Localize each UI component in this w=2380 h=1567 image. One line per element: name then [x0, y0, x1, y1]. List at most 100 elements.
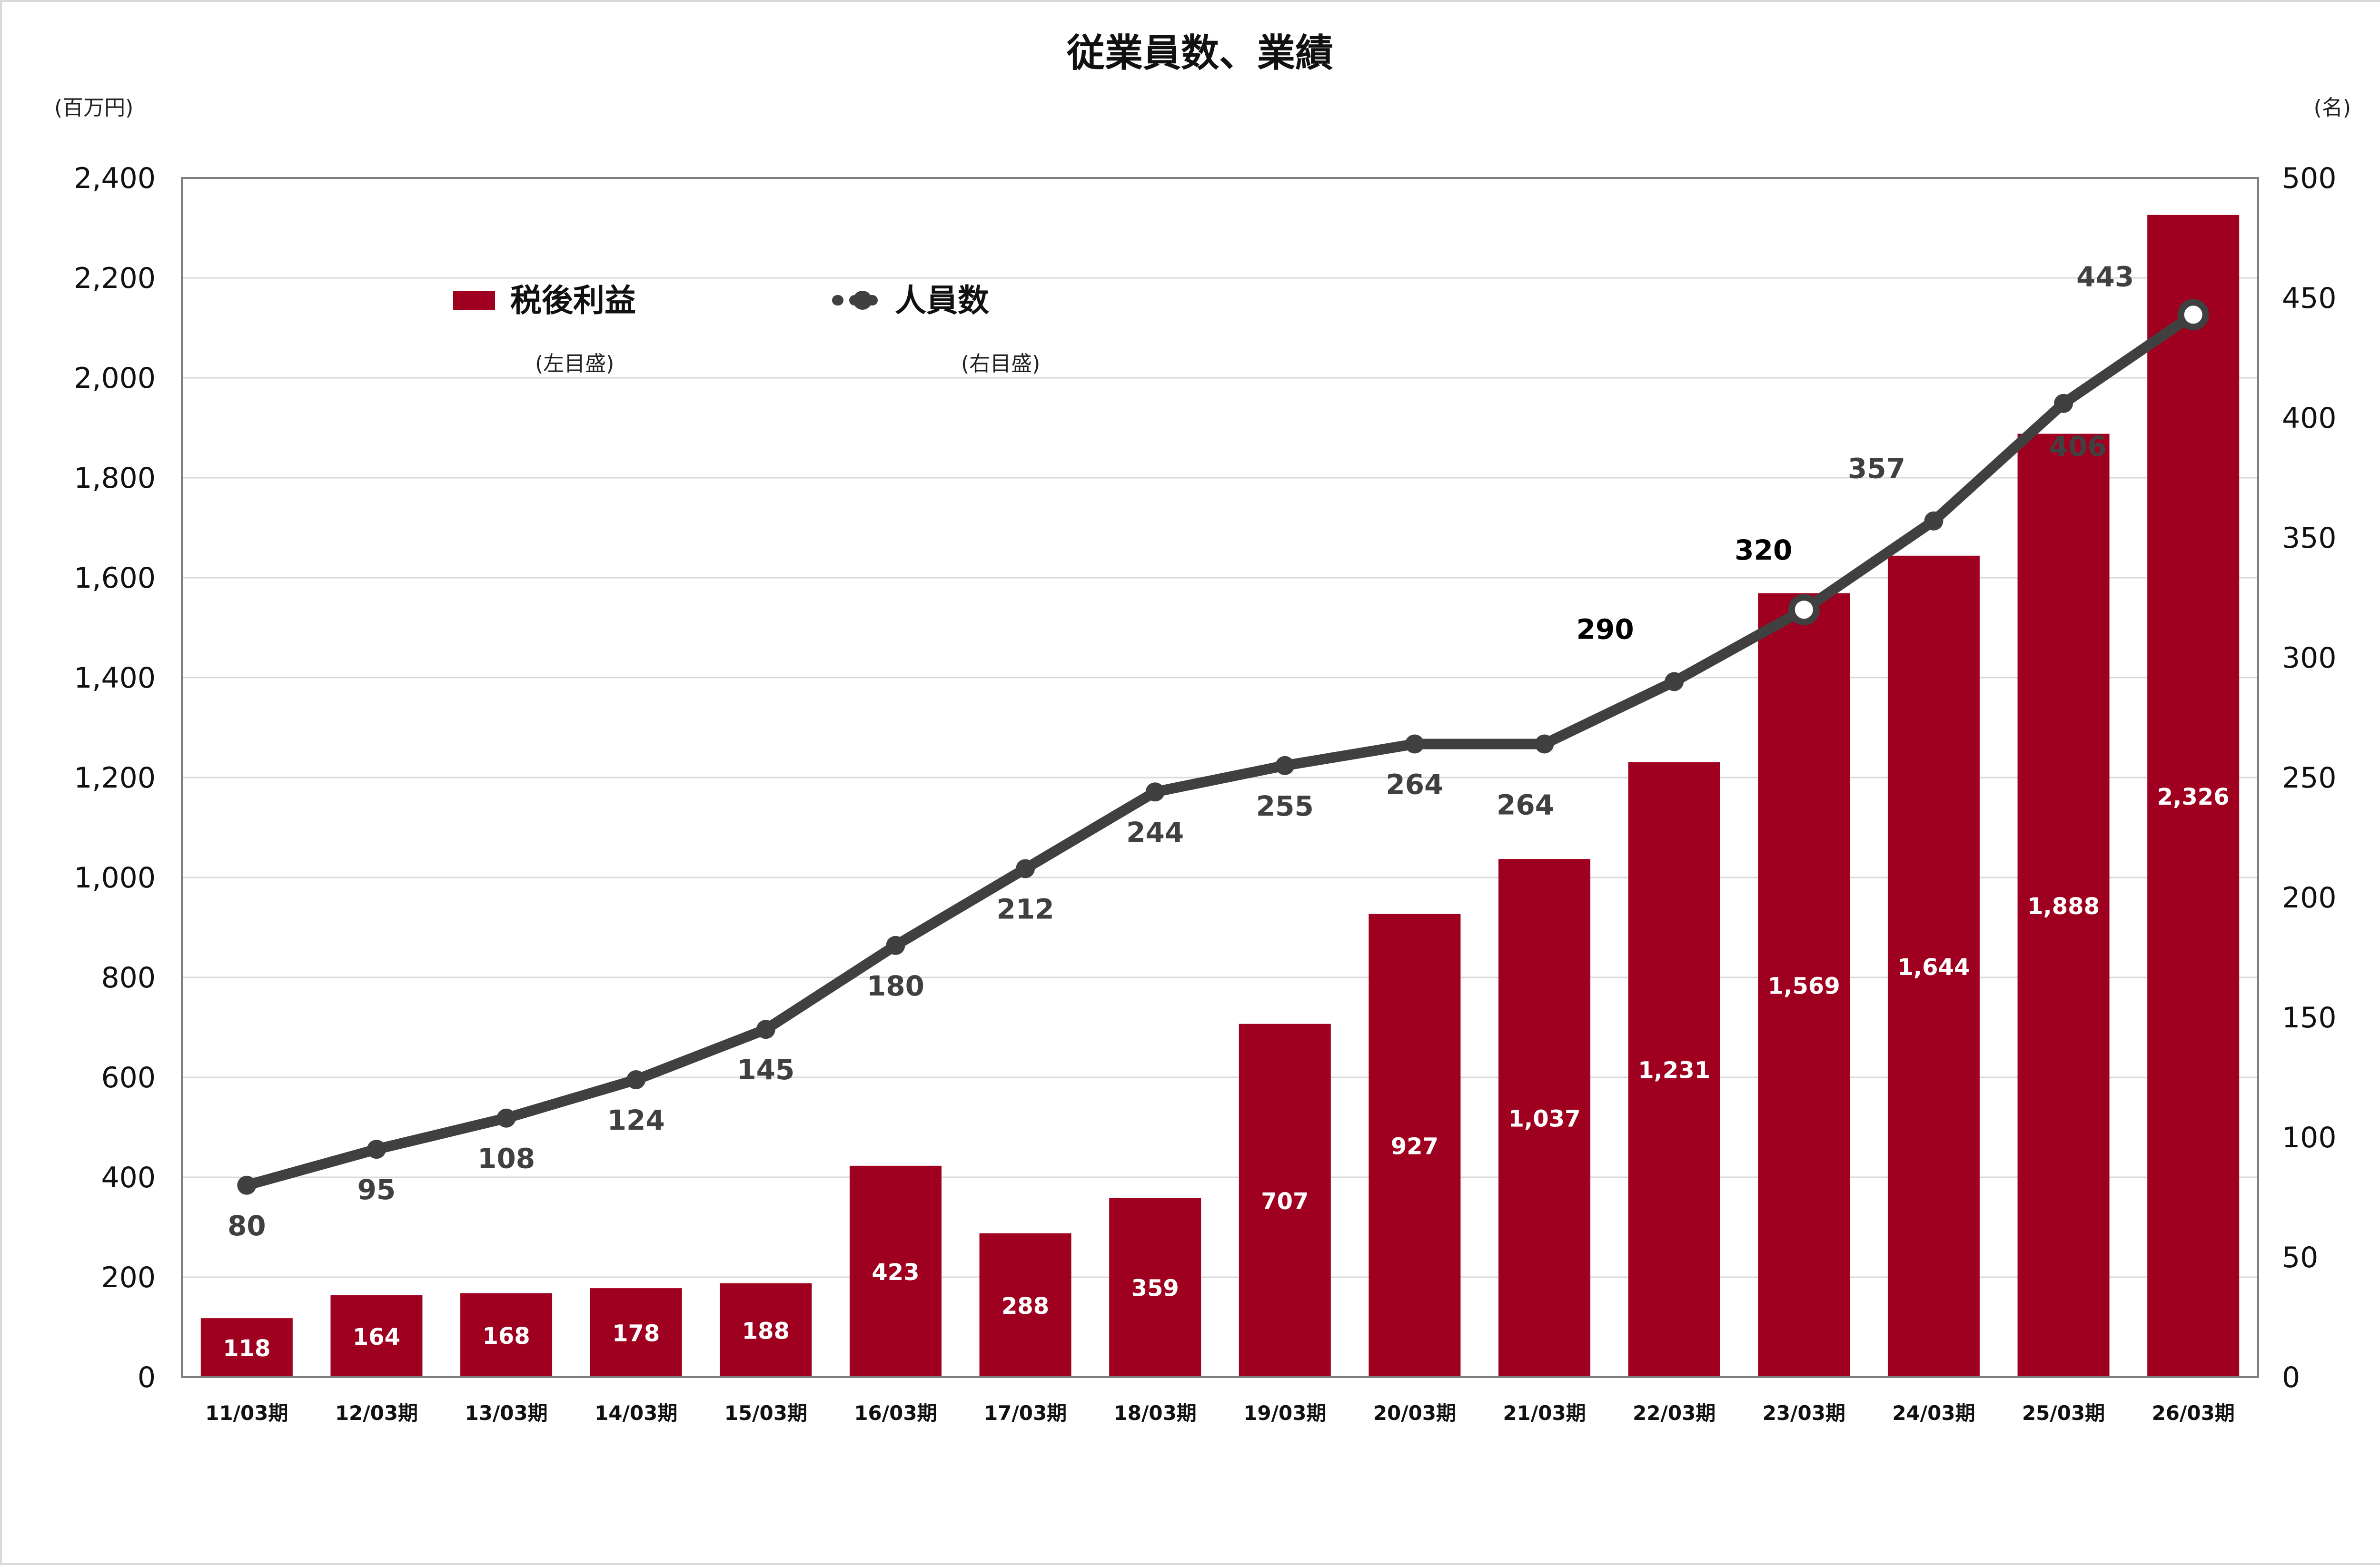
- category-label: 23/03期: [1763, 1401, 1845, 1425]
- category-label: 26/03期: [2152, 1401, 2235, 1425]
- legend-label-bar: 税後利益: [510, 282, 636, 319]
- right-axis-tick-label: 400: [2282, 402, 2337, 435]
- bar-value-label: 1,644: [1898, 954, 1970, 981]
- line-point: [886, 936, 905, 955]
- bar-value-label: 359: [1131, 1275, 1179, 1302]
- bar-value-label: 178: [612, 1321, 660, 1347]
- bar: [1109, 1198, 1201, 1377]
- bar-value-label: 1,569: [1768, 973, 1840, 999]
- left-axis-tick-label: 2,400: [74, 162, 156, 195]
- bar-value-label: 707: [1261, 1188, 1309, 1215]
- left-axis-unit: (百万円): [54, 96, 133, 120]
- right-axis-unit: (名): [2314, 96, 2351, 120]
- category-label: 16/03期: [854, 1401, 937, 1425]
- right-axis-tick-label: 500: [2282, 162, 2337, 195]
- category-label: 19/03期: [1243, 1401, 1326, 1425]
- bar-value-label: 188: [742, 1318, 790, 1344]
- bar-value-label: 423: [872, 1259, 919, 1286]
- right-axis-tick-label: 0: [2282, 1361, 2300, 1394]
- line-value-label: 244: [1126, 816, 1184, 848]
- left-axis-tick-label: 1,600: [74, 562, 156, 595]
- category-label: 17/03期: [984, 1401, 1067, 1425]
- category-label: 22/03期: [1633, 1401, 1716, 1425]
- left-axis-tick-label: 1,000: [74, 861, 156, 895]
- bar-value-label: 288: [1002, 1293, 1049, 1320]
- bar: [1498, 859, 1591, 1377]
- bar: [200, 1318, 293, 1377]
- bar-value-label: 168: [482, 1323, 530, 1350]
- plot-frame: [181, 177, 2259, 1378]
- bar-value-label: 1,888: [2027, 893, 2100, 920]
- bar-value-label: 927: [1391, 1133, 1438, 1160]
- bar-value-label: 118: [223, 1335, 270, 1362]
- line-value-label: 320: [1735, 534, 1792, 566]
- bar: [460, 1293, 553, 1377]
- legend-note-left: (左目盛): [535, 352, 614, 376]
- line-point: [1788, 594, 1820, 626]
- right-axis-tick-label: 300: [2282, 641, 2337, 675]
- left-axis-tick-label: 1,200: [74, 761, 156, 795]
- bar: [720, 1283, 812, 1377]
- line-point: [1924, 511, 1944, 531]
- bar: [590, 1288, 682, 1377]
- category-label: 12/03期: [335, 1401, 418, 1425]
- line-value-label: 145: [737, 1054, 794, 1086]
- right-axis-tick-label: 250: [2282, 761, 2337, 795]
- right-axis-tick-label: 150: [2282, 1001, 2337, 1035]
- line-value-label: 406: [2049, 430, 2107, 463]
- bar: [979, 1233, 1071, 1377]
- line-point: [1535, 734, 1554, 754]
- line-point: [1665, 672, 1684, 691]
- left-axis-tick-label: 200: [101, 1261, 156, 1294]
- line-value-label: 357: [1848, 453, 1905, 485]
- left-axis-tick-label: 1,800: [74, 462, 156, 495]
- line-point: [237, 1175, 257, 1195]
- left-axis-tick-label: 1,400: [74, 661, 156, 695]
- bar: [1887, 555, 1980, 1377]
- left-axis-tick-label: 600: [101, 1061, 156, 1094]
- line-value-label: 443: [2076, 260, 2134, 293]
- category-label: 15/03期: [724, 1401, 807, 1425]
- line-point: [626, 1070, 646, 1090]
- bar: [1368, 914, 1461, 1377]
- left-axis-tick-label: 0: [138, 1361, 156, 1394]
- bar: [2017, 434, 2110, 1377]
- bar-value-label: 164: [353, 1324, 400, 1350]
- category-label: 18/03期: [1114, 1401, 1197, 1425]
- bar-value-label: 2,326: [2157, 784, 2230, 810]
- line-point: [1145, 782, 1165, 802]
- bar: [2147, 215, 2240, 1378]
- legend-label-line: 人員数: [895, 282, 989, 319]
- left-axis-tick-label: 800: [101, 961, 156, 995]
- line-value-label: 264: [1386, 768, 1443, 800]
- line-point: [2177, 299, 2209, 331]
- legend-swatch-bar: [453, 291, 495, 310]
- line-point: [1405, 734, 1424, 754]
- bar: [1239, 1024, 1331, 1377]
- line-point: [496, 1108, 516, 1128]
- category-label: 11/03期: [205, 1401, 288, 1425]
- line-value-label: 264: [1497, 788, 1554, 821]
- right-axis-tick-label: 200: [2282, 881, 2337, 915]
- bar: [1758, 593, 1850, 1377]
- line-series: [241, 309, 2199, 1191]
- line-point: [756, 1020, 775, 1039]
- line-point: [367, 1140, 386, 1159]
- line-value-label: 290: [1577, 613, 1634, 645]
- bar: [1628, 762, 1720, 1377]
- bar: [849, 1165, 942, 1377]
- line-value-label: 124: [607, 1104, 665, 1136]
- legend-marker-line: [853, 291, 872, 310]
- line-value-label: 180: [867, 970, 924, 1002]
- line-point: [1275, 756, 1295, 775]
- line-value-label: 255: [1256, 790, 1314, 822]
- right-axis-tick-label: 100: [2282, 1121, 2337, 1154]
- left-axis-tick-label: 400: [101, 1161, 156, 1194]
- line-value-label: 80: [228, 1210, 266, 1242]
- line-value-label: 95: [357, 1173, 396, 1206]
- left-axis-tick-label: 2,000: [74, 362, 156, 395]
- bar-value-label: 1,037: [1508, 1106, 1581, 1133]
- category-label: 24/03期: [1892, 1401, 1975, 1425]
